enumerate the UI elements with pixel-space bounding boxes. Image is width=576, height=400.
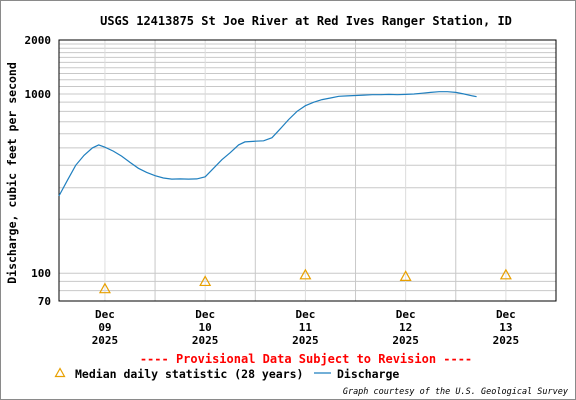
- legend-median-triangle-icon: [54, 367, 66, 378]
- chart-title: USGS 12413875 St Joe River at Red Ives R…: [100, 14, 512, 28]
- y-axis-ticks: 70 100 1000 2000: [25, 34, 52, 308]
- median-triangle-marker: [299, 268, 312, 280]
- discharge-series-line: [58, 91, 477, 197]
- x-tick-month: Dec: [496, 308, 516, 321]
- x-tick-month: Dec: [295, 308, 315, 321]
- x-tick-day: 13: [499, 321, 512, 334]
- y-tick-label: 1000: [25, 88, 52, 101]
- plot-area-border: [58, 39, 557, 302]
- x-axis-ticks: Dec092025Dec102025Dec112025Dec122025Dec1…: [92, 308, 519, 347]
- median-triangle-marker: [98, 282, 111, 294]
- median-triangle-marker: [399, 270, 412, 282]
- legend-median-label: Median daily statistic (28 years): [75, 367, 303, 381]
- median-markers: [98, 268, 512, 294]
- grid-layer: [59, 39, 556, 302]
- x-tick-day: 11: [299, 321, 313, 334]
- y-axis-label: Discharge, cubic feet per second: [5, 62, 19, 284]
- median-triangle-marker: [199, 275, 212, 287]
- x-tick-year: 2025: [292, 334, 319, 347]
- y-tick-label: 100: [31, 267, 51, 280]
- x-tick-year: 2025: [192, 334, 219, 347]
- x-tick-day: 10: [199, 321, 212, 334]
- x-tick-month: Dec: [396, 308, 416, 321]
- legend: Median daily statistic (28 years) Discha…: [54, 367, 399, 381]
- y-tick-label: 2000: [25, 34, 52, 47]
- x-tick-month: Dec: [95, 308, 115, 321]
- legend-discharge-label: Discharge: [337, 367, 399, 381]
- x-tick-year: 2025: [392, 334, 419, 347]
- x-tick-day: 12: [399, 321, 412, 334]
- graph-credit: Graph courtesy of the U.S. Geological Su…: [343, 387, 569, 397]
- median-triangle-marker: [499, 268, 512, 280]
- x-tick-month: Dec: [195, 308, 215, 321]
- x-tick-day: 09: [98, 321, 111, 334]
- x-tick-year: 2025: [92, 334, 119, 347]
- y-tick-label: 70: [38, 295, 51, 308]
- x-tick-year: 2025: [493, 334, 520, 347]
- provisional-notice: ---- Provisional Data Subject to Revisio…: [140, 352, 472, 366]
